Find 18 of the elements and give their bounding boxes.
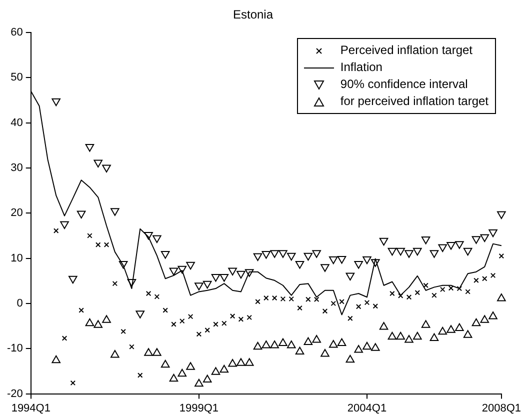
y-tick-label: 20 xyxy=(10,207,23,220)
x-tick-label: 2008Q1 xyxy=(482,402,522,414)
x-tick-label: 1994Q1 xyxy=(11,402,50,414)
chart-title: Estonia xyxy=(232,8,274,22)
y-tick-label: 40 xyxy=(10,116,23,129)
y-tick-label: 0 xyxy=(16,297,23,310)
x-tick-label: 2004Q1 xyxy=(347,402,387,414)
legend-label: 90% confidence interval xyxy=(340,76,468,94)
y-tick-label: -20 xyxy=(6,388,23,400)
legend-label: Inflation xyxy=(340,59,382,76)
legend-label: Perceived inflation target xyxy=(340,42,472,60)
y-tick-label: 10 xyxy=(10,252,23,264)
x-tick-label: 1999Q1 xyxy=(179,402,219,414)
y-tick-label: 60 xyxy=(10,26,23,38)
y-tick-label: 50 xyxy=(10,72,23,84)
y-tick-label: -10 xyxy=(6,342,23,355)
y-tick-label: 30 xyxy=(10,162,23,174)
legend-label: for perceived inflation target xyxy=(340,93,489,110)
